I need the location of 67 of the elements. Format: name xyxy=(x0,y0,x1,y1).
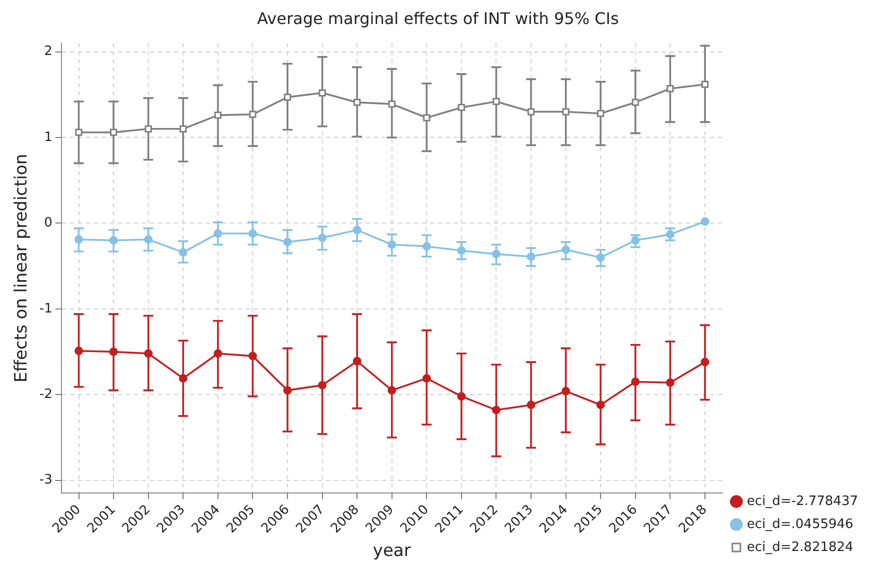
y-axis-title: Effects on linear prediction xyxy=(12,154,32,382)
point xyxy=(110,128,118,136)
chart-title: Average marginal effects of INT with 95% CIs xyxy=(257,8,619,28)
point xyxy=(74,346,84,356)
x-axis-title: year xyxy=(372,541,411,562)
y-tick-label: 2 xyxy=(44,44,52,60)
point xyxy=(249,110,256,118)
point xyxy=(526,252,536,261)
point xyxy=(144,235,153,244)
point xyxy=(701,80,709,88)
point xyxy=(597,110,604,118)
point xyxy=(178,374,188,383)
y-tick-label: -3 xyxy=(39,472,52,488)
legend-label: eci_d=2.821824 xyxy=(746,540,854,555)
point xyxy=(352,356,362,366)
point xyxy=(526,400,536,410)
point xyxy=(388,386,396,395)
point xyxy=(214,229,222,238)
point xyxy=(75,128,82,136)
point xyxy=(318,380,327,390)
point xyxy=(180,125,187,132)
point xyxy=(144,349,153,358)
point xyxy=(74,235,84,244)
point xyxy=(423,114,430,122)
point xyxy=(631,378,640,386)
point xyxy=(248,229,257,238)
point xyxy=(109,236,118,245)
point xyxy=(144,125,152,132)
point xyxy=(562,386,570,396)
point xyxy=(632,98,639,106)
point xyxy=(562,246,570,254)
point xyxy=(109,348,118,356)
point xyxy=(318,234,327,242)
point xyxy=(700,358,710,366)
point xyxy=(352,226,362,234)
y-tick-label: 1 xyxy=(44,130,52,145)
point xyxy=(527,108,535,116)
point xyxy=(457,246,466,255)
point xyxy=(422,374,431,383)
point xyxy=(354,98,361,106)
point xyxy=(283,238,292,246)
legend-label: eci_d=.0455946 xyxy=(746,516,854,532)
point xyxy=(248,352,257,360)
point xyxy=(318,89,326,96)
point xyxy=(492,406,500,414)
point xyxy=(422,242,431,251)
point xyxy=(562,108,570,116)
point xyxy=(492,250,500,258)
point xyxy=(178,248,188,257)
point xyxy=(631,236,640,245)
point xyxy=(700,217,710,226)
point xyxy=(388,100,396,108)
point xyxy=(666,378,674,387)
y-tick-label: -1 xyxy=(39,301,52,316)
point xyxy=(214,112,222,119)
point xyxy=(596,400,605,410)
y-tick-label: -2 xyxy=(39,386,52,402)
legend-label: eci_d=-2.778437 xyxy=(746,494,858,509)
point xyxy=(492,98,500,106)
point xyxy=(457,392,466,401)
point xyxy=(283,386,292,395)
y-tick-label: 0 xyxy=(44,216,52,231)
point xyxy=(666,85,674,92)
point xyxy=(214,349,222,358)
point xyxy=(388,240,396,249)
point xyxy=(458,104,466,112)
point xyxy=(284,94,292,101)
